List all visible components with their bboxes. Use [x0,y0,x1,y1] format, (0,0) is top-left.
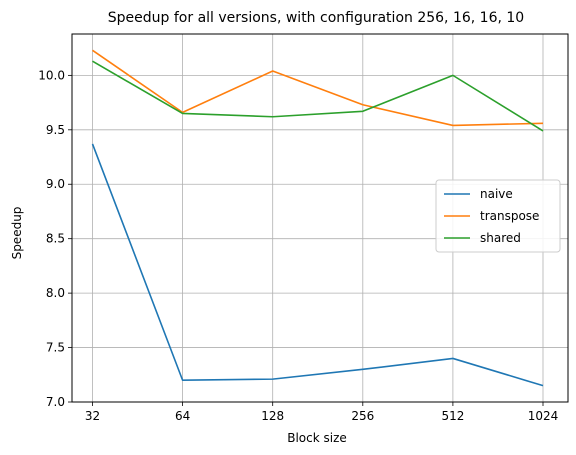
series-line-shared [92,60,544,132]
x-axis: 32 64 128 256 512 1024 [85,402,558,423]
y-axis: 7.0 7.5 8.0 8.5 9.0 9.5 10.0 [38,68,72,409]
x-axis-label: Block size [287,431,347,445]
legend-label-naive: naive [480,187,513,201]
y-tick-label: 10.0 [38,68,65,82]
y-tick-label: 9.5 [46,123,65,137]
y-tick-label: 7.0 [46,395,65,409]
x-tick-label: 32 [85,409,100,423]
chart-title: Speedup for all versions, with configura… [108,10,524,26]
y-tick-label: 9.0 [46,177,65,191]
series-line-transpose [92,49,544,127]
legend-label-transpose: transpose [480,209,539,223]
legend-label-shared: shared [480,231,521,245]
series-line-naive [91,143,544,387]
x-tick-label: 64 [175,409,190,423]
x-tick-label: 128 [261,409,284,423]
y-tick-label: 8.5 [46,232,65,246]
x-tick-label: 1024 [528,409,559,423]
series-lines [91,49,544,387]
legend: naive transpose shared [435,179,561,253]
x-tick-label: 512 [441,409,464,423]
y-tick-label: 8.0 [46,286,65,300]
y-axis-label: Speedup [10,207,24,260]
y-tick-label: 7.5 [46,341,65,355]
legend-box [435,179,561,253]
x-tick-label: 256 [351,409,374,423]
plot-frame [71,33,569,403]
